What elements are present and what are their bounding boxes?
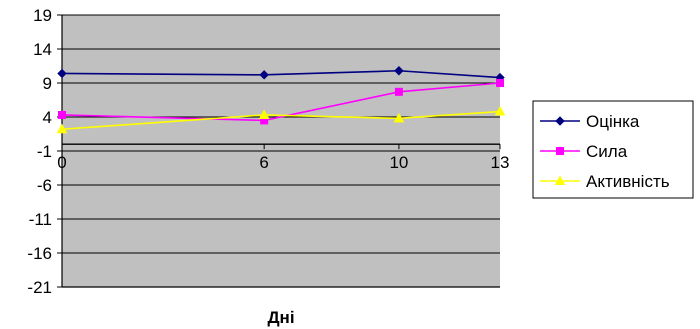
legend-swatch-marker: [554, 175, 566, 185]
series-line: [61, 110, 501, 131]
y-tick-label: -11: [29, 210, 52, 229]
data-point: [494, 106, 506, 116]
series-1: [57, 66, 505, 83]
data-point: [394, 87, 403, 96]
data-point: [394, 66, 404, 76]
data-point: [258, 109, 270, 119]
x-tick-label: 10: [389, 153, 408, 172]
x-axis-title: Дні: [267, 308, 294, 327]
series-layer: [56, 66, 506, 134]
x-axis-ticks: 0 6 10 13: [57, 144, 509, 172]
legend-swatch-marker: [556, 147, 564, 155]
series-2: [58, 79, 504, 125]
legend-item: Активність: [540, 172, 670, 191]
y-tick-label: 19: [33, 6, 52, 25]
x-tick-label: 0: [57, 153, 66, 172]
series-line: [61, 82, 501, 122]
x-tick-label: 6: [259, 153, 268, 172]
legend-label: Активність: [586, 172, 670, 191]
series-line: [61, 69, 501, 79]
y-tick-label: -21: [27, 278, 52, 297]
legend-item: Оцінка: [540, 112, 640, 131]
data-point: [56, 123, 68, 134]
data-point: [259, 70, 269, 80]
legend-item: Сила: [540, 142, 628, 161]
legend-label: Оцінка: [586, 112, 640, 131]
y-tick-label: 14: [33, 40, 52, 59]
y-tick-label: 4: [43, 108, 52, 127]
data-point: [496, 79, 504, 87]
data-point: [57, 68, 67, 79]
y-tick-label: -1: [37, 142, 52, 161]
legend-swatch-marker: [555, 116, 565, 126]
y-tick-label: -6: [37, 176, 52, 195]
legend-label: Сила: [586, 142, 628, 161]
x-tick-label: 13: [491, 153, 510, 172]
y-axis-ticks: 19 14 9 4 -1 -6 -11 -16 -21: [27, 6, 62, 297]
data-point: [58, 110, 66, 119]
data-point: [393, 112, 405, 123]
legend: Оцінка Сила Активність: [532, 100, 694, 199]
y-tick-label: 9: [43, 74, 52, 93]
y-tick-label: -16: [27, 244, 52, 263]
series-3: [56, 106, 506, 134]
